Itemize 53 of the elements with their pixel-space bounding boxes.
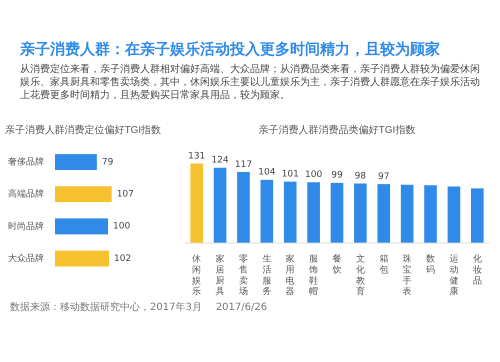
data-label: 98 <box>354 171 366 182</box>
bar <box>424 185 437 243</box>
bar <box>55 250 110 266</box>
bar <box>237 172 250 243</box>
x-tick-label: 运动健康 <box>449 254 458 296</box>
bar <box>55 186 112 202</box>
x-tick-label: 化妆品 <box>472 254 482 286</box>
bar <box>55 154 97 170</box>
data-label: 97 <box>378 172 390 182</box>
y-tick-label: 奢侈品牌 <box>8 156 44 167</box>
x-tick-label: 休闲娱乐 <box>192 254 202 296</box>
data-label: 100 <box>305 170 322 180</box>
data-label: 99 <box>331 170 343 181</box>
bar <box>307 182 320 243</box>
bar <box>190 164 204 243</box>
x-tick-label: 零售卖场 <box>238 254 248 296</box>
x-tick-label: 餐饮 <box>332 254 342 274</box>
bar <box>400 184 414 243</box>
data-label: 101 <box>282 170 299 180</box>
x-tick-label: 数码 <box>426 254 436 274</box>
bar <box>214 168 226 243</box>
source-note: 数据来源：移动数据研究中心，2017年3月 <box>10 302 202 313</box>
bar <box>354 183 367 243</box>
y-tick-label: 高端品牌 <box>8 188 44 199</box>
text: 2017/6/26 <box>216 302 268 313</box>
text: 亲子消费人群：在亲子娱乐活动投入更多时间精力，且较为顾家 <box>20 40 441 59</box>
data-label: 102 <box>114 254 132 264</box>
data-label: 100 <box>113 222 130 232</box>
text: 从消费定位来看，亲子消费人群相对偏好高端、大众品牌；从消费品类来看，亲子消费人群较为偏爱休闲娱乐、家具厨具和零售卖场类，其中，休闲娱乐主要以儿童娱乐为主，亲子消费人群愿意在亲子娱乐活动上花费更多时间精力，且热爱购买日常家具用品，较为顾家。 <box>20 63 480 102</box>
x-tick-label: 珠宝手表 <box>402 254 412 296</box>
data-label: 104 <box>258 168 276 178</box>
bar <box>330 182 344 243</box>
chart-title: 亲子消费人群消费品类偏好TGI指数 <box>258 124 416 136</box>
bar <box>470 188 484 243</box>
data-label: 107 <box>116 190 134 200</box>
bar <box>260 180 274 243</box>
y-tick-label: 时尚品牌 <box>8 220 44 231</box>
data-label: 79 <box>102 157 114 168</box>
bar <box>55 218 108 234</box>
x-tick-label: 服饰鞋帽 <box>308 254 318 296</box>
y-tick-label: 大众品牌 <box>8 253 44 264</box>
chart-title: 亲子消费人群消费定位偏好TGI指数 <box>4 124 162 136</box>
data-label: 131 <box>188 151 206 162</box>
x-tick-label: 文化教育 <box>356 254 365 296</box>
bar <box>284 182 297 243</box>
bar <box>377 184 390 243</box>
x-tick-label: 家用电器 <box>286 254 295 296</box>
x-tick-label: 生活服务 <box>262 254 272 296</box>
x-tick-label: 箱包 <box>379 254 388 274</box>
data-label: 117 <box>234 160 252 170</box>
x-tick-label: 家居厨具 <box>216 254 225 296</box>
data-label: 124 <box>211 156 229 166</box>
bar <box>448 186 460 243</box>
